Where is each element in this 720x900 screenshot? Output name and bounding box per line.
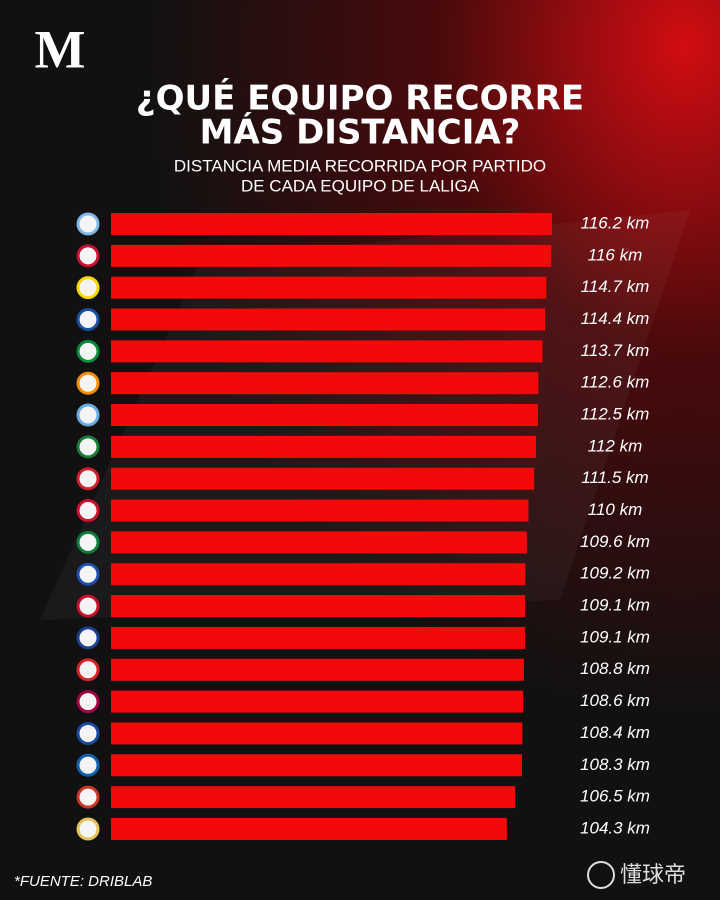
team-crest xyxy=(76,371,100,395)
value-label: 114.4 km xyxy=(581,309,650,328)
value-label: 104.3 km xyxy=(580,818,650,837)
value-label: 112.5 km xyxy=(581,405,650,424)
value-label: 109.2 km xyxy=(580,564,650,583)
team-crest xyxy=(76,817,100,841)
watermark-icon xyxy=(587,861,615,889)
team-crest xyxy=(76,594,100,618)
team-crest xyxy=(76,562,100,586)
value-label: 112.6 km xyxy=(581,373,650,392)
value-label: 109.1 km xyxy=(580,627,650,646)
bar xyxy=(111,817,507,840)
logo: M xyxy=(35,19,86,79)
value-label: 116 km xyxy=(588,245,643,264)
value-label: 106.5 km xyxy=(580,787,650,806)
bar xyxy=(111,563,526,586)
bar xyxy=(111,467,535,490)
value-label: 109.6 km xyxy=(580,532,650,551)
bar xyxy=(111,626,526,649)
team-crest xyxy=(76,212,100,236)
team-crest xyxy=(76,244,100,268)
title-line: ¿QUÉ EQUIPO RECORRE xyxy=(136,78,584,119)
team-crest xyxy=(76,721,100,745)
team-crest xyxy=(76,403,100,427)
bar xyxy=(111,754,523,777)
value-label: 108.4 km xyxy=(580,723,650,742)
team-crest xyxy=(76,690,100,714)
bar xyxy=(111,722,523,745)
value-label: 109.1 km xyxy=(580,596,650,615)
team-crest xyxy=(76,658,100,682)
bar xyxy=(111,690,524,713)
team-crest xyxy=(76,276,100,300)
subtitle-line: DE CADA EQUIPO DE LALIGA xyxy=(241,176,480,195)
bar xyxy=(111,308,546,331)
value-label: 108.6 km xyxy=(580,691,650,710)
bar xyxy=(111,404,538,427)
bar xyxy=(111,595,526,618)
value-label: 111.5 km xyxy=(581,468,648,487)
team-crest xyxy=(76,435,100,459)
team-crest xyxy=(76,530,100,554)
value-label: 108.8 km xyxy=(580,659,650,678)
team-crest xyxy=(76,785,100,809)
title-line: MÁS DISTANCIA? xyxy=(200,112,521,153)
bar xyxy=(111,499,529,522)
value-label: 108.3 km xyxy=(580,755,650,774)
value-label: 113.7 km xyxy=(581,341,650,360)
team-crest xyxy=(76,753,100,777)
team-crest xyxy=(76,308,100,332)
watermark: 懂球帝 xyxy=(620,863,686,888)
subtitle-line: DISTANCIA MEDIA RECORRIDA POR PARTIDO xyxy=(174,156,546,175)
team-crest xyxy=(76,467,100,491)
team-crest xyxy=(76,339,100,363)
team-crest xyxy=(76,626,100,650)
bar xyxy=(111,276,547,299)
value-label: 114.7 km xyxy=(581,277,650,296)
bar xyxy=(111,372,539,395)
bar xyxy=(111,213,552,235)
bar xyxy=(111,244,552,267)
source: *FUENTE: DRIBLAB xyxy=(14,873,152,890)
bar xyxy=(111,658,524,681)
value-label: 116.2 km xyxy=(581,213,650,232)
bar xyxy=(111,340,543,363)
value-label: 112 km xyxy=(588,436,643,455)
bar xyxy=(111,786,516,809)
team-crest xyxy=(76,499,100,523)
value-label: 110 km xyxy=(588,500,643,519)
bar xyxy=(111,531,527,554)
bar xyxy=(111,435,537,458)
